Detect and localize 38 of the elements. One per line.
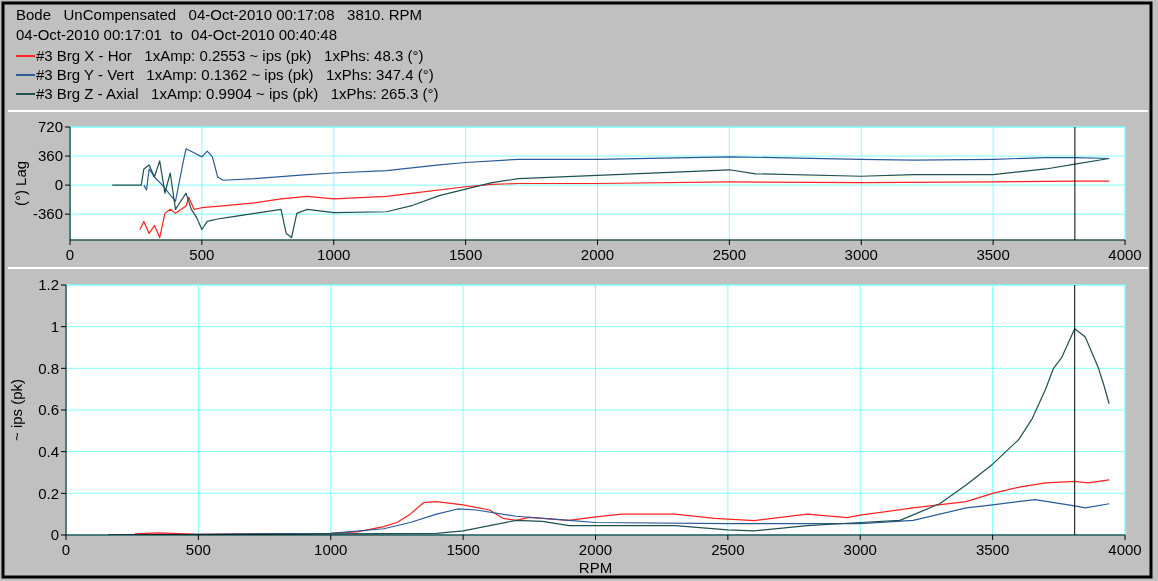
x-tick-label: 3000	[843, 541, 877, 558]
y-tick-label: 1.2	[38, 276, 59, 294]
x-tick-label: 0	[65, 246, 75, 263]
y-tick-label: 0.4	[38, 442, 59, 460]
y-tick-label: 0	[54, 176, 63, 194]
x-tick-label: 3500	[976, 246, 1010, 263]
legend-label: #3 Brg Z - Axial 1xAmp: 0.9904 ~ ips (pk) 1xPhs: 265.3 (°)	[36, 85, 439, 102]
y-tick-label: -360	[32, 205, 63, 223]
legend-label: #3 Brg X - Hor 1xAmp: 0.2553 ~ ips (pk) 1xPhs: 48.3 (°)	[36, 47, 424, 64]
y-tick-label: 1	[50, 317, 59, 335]
x-tick-label: 3000	[844, 246, 878, 263]
x-tick-label: 1500	[448, 246, 483, 263]
y-tick-label: 0	[50, 526, 59, 544]
y-tick-label: 0.2	[38, 484, 59, 502]
x-tick-label: 500	[185, 541, 211, 558]
x-tick-label: 2500	[712, 246, 747, 263]
x-tick-label: 1500	[446, 541, 480, 558]
y-tick-label: 0.8	[38, 359, 59, 377]
y-tick-label: 360	[37, 147, 63, 165]
x-tick-label: 1000	[317, 246, 351, 263]
x-tick-label: 2500	[711, 541, 745, 558]
x-tick-label: 1000	[314, 541, 348, 558]
line-series	[111, 157, 1110, 239]
line-series	[139, 180, 1110, 239]
y-axis-title: (°) Lag	[12, 160, 29, 207]
x-tick-label: 500	[189, 246, 215, 263]
chart-subtitle: 04-Oct-2010 00:17:01 to 04-Oct-2010 00:40:48	[16, 26, 338, 43]
x-tick-label: 4000	[1108, 541, 1142, 558]
chart-title: Bode UnCompensated 04-Oct-2010 00:17:08 3810. RPM	[16, 6, 423, 23]
legend-label: #3 Brg Y - Vert 1xAmp: 0.1362 ~ ips (pk) 1xPhs: 347.4 (°)	[36, 66, 434, 83]
x-tick-label: 2000	[578, 541, 613, 558]
x-tick-label: 3500	[975, 541, 1010, 558]
x-tick-label: 4000	[1108, 246, 1142, 263]
y-axis-title: ~ ips (pk)	[8, 378, 25, 442]
x-axis-title: RPM	[578, 559, 613, 576]
x-tick-label: 2000	[580, 246, 615, 263]
y-tick-label: 0.6	[38, 401, 59, 419]
y-tick-label: 720	[37, 118, 63, 136]
